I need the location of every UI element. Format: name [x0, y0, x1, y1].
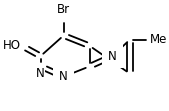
Text: N: N — [108, 50, 117, 63]
Text: N: N — [36, 67, 45, 80]
Text: HO: HO — [2, 39, 20, 52]
Text: N: N — [59, 70, 68, 83]
Text: Me: Me — [150, 33, 167, 46]
Text: Br: Br — [57, 3, 70, 16]
